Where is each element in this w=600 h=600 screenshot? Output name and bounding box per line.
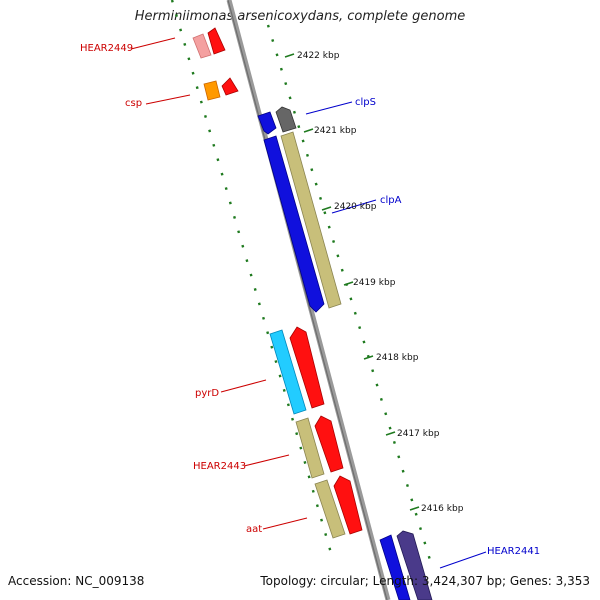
feature-hear2449-light[interactable]: [192, 33, 212, 59]
tick-2420: [321, 206, 332, 211]
connector-hear2449: [130, 37, 176, 50]
map-title: Herminiimonas arsenicoxydans, complete g…: [134, 9, 466, 24]
connector-hear2443: [243, 454, 290, 467]
feature-pyrD[interactable]: [289, 326, 325, 409]
feature-aat[interactable]: [333, 475, 363, 535]
feature-clpS[interactable]: [257, 111, 277, 135]
feature-hear2443[interactable]: [314, 415, 344, 473]
tick-2417: [385, 431, 396, 436]
connector-clpS: [305, 101, 353, 115]
connector-csp: [145, 94, 191, 105]
feature-hear2441-purple[interactable]: [396, 530, 433, 600]
feature-csp[interactable]: [221, 77, 239, 96]
gene-label-clpA[interactable]: clpA: [380, 195, 402, 206]
gene-label-pyrD[interactable]: pyrD: [195, 388, 219, 399]
gene-labels: HEAR2449 csp clpS clpA pyrD HEAR2443 aat…: [80, 43, 540, 557]
tick-label: 2421 kbp: [314, 126, 357, 136]
tick-label: 2417 kbp: [397, 429, 440, 439]
tick-label: 2418 kbp: [376, 353, 419, 363]
feature-clpS-gray[interactable]: [275, 106, 297, 133]
gene-label-aat[interactable]: aat: [246, 524, 262, 535]
tick-2419: [343, 281, 354, 286]
tick-2421: [303, 128, 314, 133]
accession-text: Accession: NC_009138: [8, 574, 145, 588]
plus-strand-features: [257, 106, 433, 600]
tick-label: 2419 kbp: [353, 278, 396, 288]
tick-2418: [363, 355, 374, 360]
tick-marks: 2422 kbp 2421 kbp 2420 kbp 2419 kbp 2418…: [284, 51, 464, 514]
feature-clpA-olive[interactable]: [280, 131, 342, 309]
feature-hear2449[interactable]: [207, 27, 226, 55]
gene-label-hear2449[interactable]: HEAR2449: [80, 43, 133, 54]
minus-strand-features: [192, 27, 363, 539]
outer-dotted-track: [266, 24, 432, 561]
feature-hear2441[interactable]: [379, 534, 411, 600]
feature-csp-orange[interactable]: [203, 80, 221, 101]
feature-pyrD-cyan[interactable]: [269, 329, 307, 415]
connector-hear2441: [439, 551, 487, 569]
gene-label-hear2441[interactable]: HEAR2441: [487, 546, 540, 557]
tick-2422: [284, 53, 295, 58]
feature-hear2443-olive[interactable]: [295, 417, 325, 479]
gene-label-csp[interactable]: csp: [125, 98, 142, 109]
tick-label: 2422 kbp: [297, 51, 340, 61]
tick-label: 2420 kbp: [334, 202, 377, 212]
gene-label-clpS[interactable]: clpS: [355, 97, 376, 108]
connector-clpA: [331, 199, 377, 214]
gene-label-hear2443[interactable]: HEAR2443: [193, 461, 246, 472]
tick-2416: [409, 506, 420, 511]
tick-label: 2416 kbp: [421, 504, 464, 514]
connector-aat: [262, 517, 308, 530]
label-connectors: [130, 37, 487, 569]
feature-aat-olive[interactable]: [314, 479, 346, 539]
connector-pyrD: [220, 379, 267, 393]
feature-clpA[interactable]: [263, 135, 325, 313]
genome-stats-text: Topology: circular; Length: 3,424,307 bp…: [260, 574, 590, 588]
